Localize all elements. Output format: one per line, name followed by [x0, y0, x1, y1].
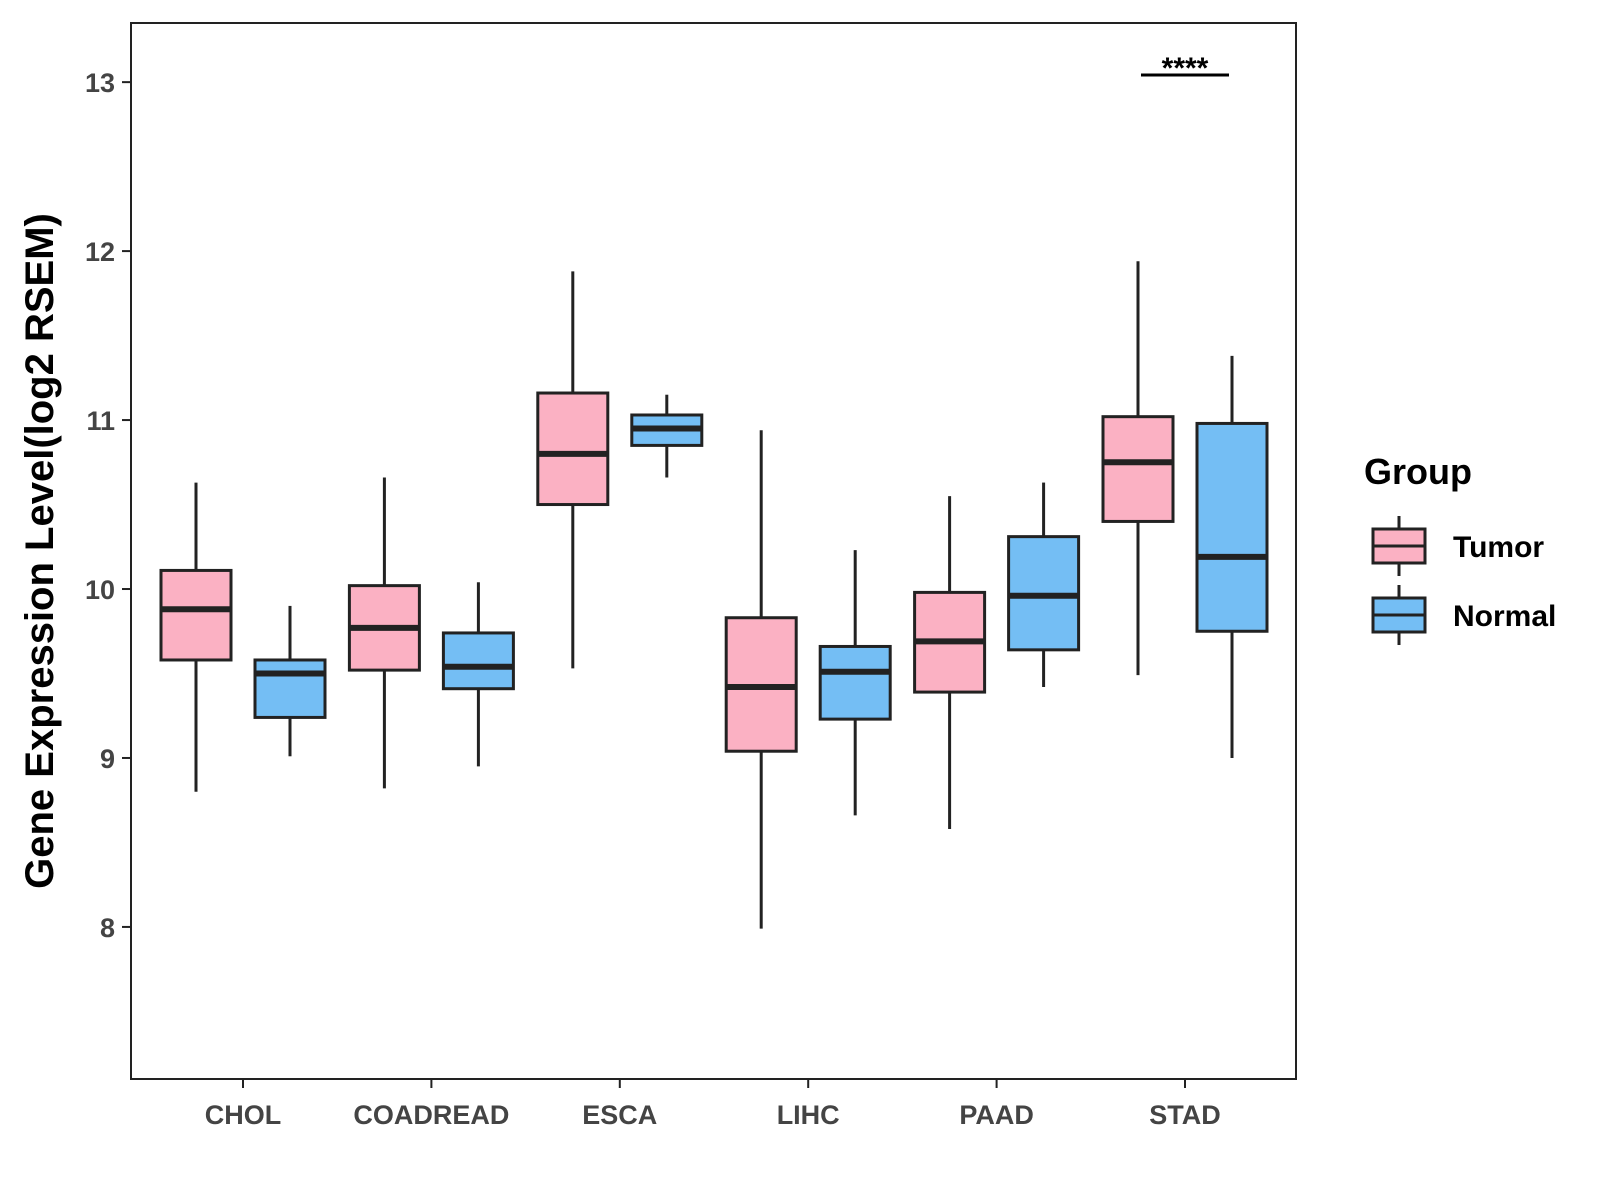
- box-normal-chol: [253, 605, 327, 757]
- legend: Group Tumor Normal: [1364, 451, 1556, 645]
- significance-annotations: ****: [1141, 52, 1229, 85]
- box-tumor-chol: [159, 482, 233, 792]
- box-normal-coadread: [441, 582, 515, 767]
- x-tick-label-stad: STAD: [1149, 1100, 1221, 1130]
- box-tumor-stad: [1101, 261, 1175, 676]
- significance-label: ****: [1162, 52, 1209, 85]
- legend-label-tumor: Tumor: [1453, 531, 1544, 564]
- box-normal-lihc: [818, 550, 892, 816]
- x-tick-label-chol: CHOL: [205, 1100, 282, 1130]
- x-tick-label-coadread: COADREAD: [353, 1100, 509, 1130]
- box-body: [441, 631, 515, 691]
- legend-label-normal: Normal: [1453, 600, 1556, 633]
- box-body: [1195, 421, 1269, 633]
- box-normal-esca: [630, 394, 704, 478]
- box-tumor-esca: [536, 271, 610, 669]
- x-tick-label-lihc: LIHC: [777, 1100, 840, 1130]
- y-tick-label-11: 11: [86, 406, 115, 436]
- y-tick-label-8: 8: [100, 913, 115, 943]
- y-tick-label-9: 9: [100, 744, 115, 774]
- x-tick-label-paad: PAAD: [959, 1100, 1034, 1130]
- y-tick-label-13: 13: [85, 68, 115, 98]
- legend-item-normal: Normal: [1371, 585, 1556, 645]
- legend-title: Group: [1364, 451, 1472, 492]
- box-normal-stad: [1195, 355, 1269, 758]
- y-tick-label-12: 12: [85, 237, 115, 267]
- box-body: [536, 391, 610, 507]
- x-tick-label-esca: ESCA: [582, 1100, 657, 1130]
- legend-item-tumor: Tumor: [1371, 516, 1544, 576]
- plot-panel: [130, 22, 1297, 1080]
- y-tick-label-10: 10: [85, 575, 115, 605]
- box-body: [1101, 415, 1175, 523]
- box-body: [253, 658, 327, 719]
- y-axis-title: Gene Expression Level(log2 RSEM): [18, 213, 62, 889]
- y-axis: 8 9 10 11 12 13: [85, 68, 131, 943]
- box-body: [818, 644, 892, 721]
- box-body: [159, 568, 233, 662]
- box-tumor-coadread: [347, 477, 421, 789]
- box-tumor-paad: [913, 496, 987, 829]
- box-normal-paad: [1007, 482, 1081, 688]
- x-axis: CHOL COADREAD ESCA LIHC PAAD STAD: [205, 1079, 1221, 1130]
- boxes: [159, 261, 1269, 929]
- box-tumor-lihc: [724, 430, 798, 929]
